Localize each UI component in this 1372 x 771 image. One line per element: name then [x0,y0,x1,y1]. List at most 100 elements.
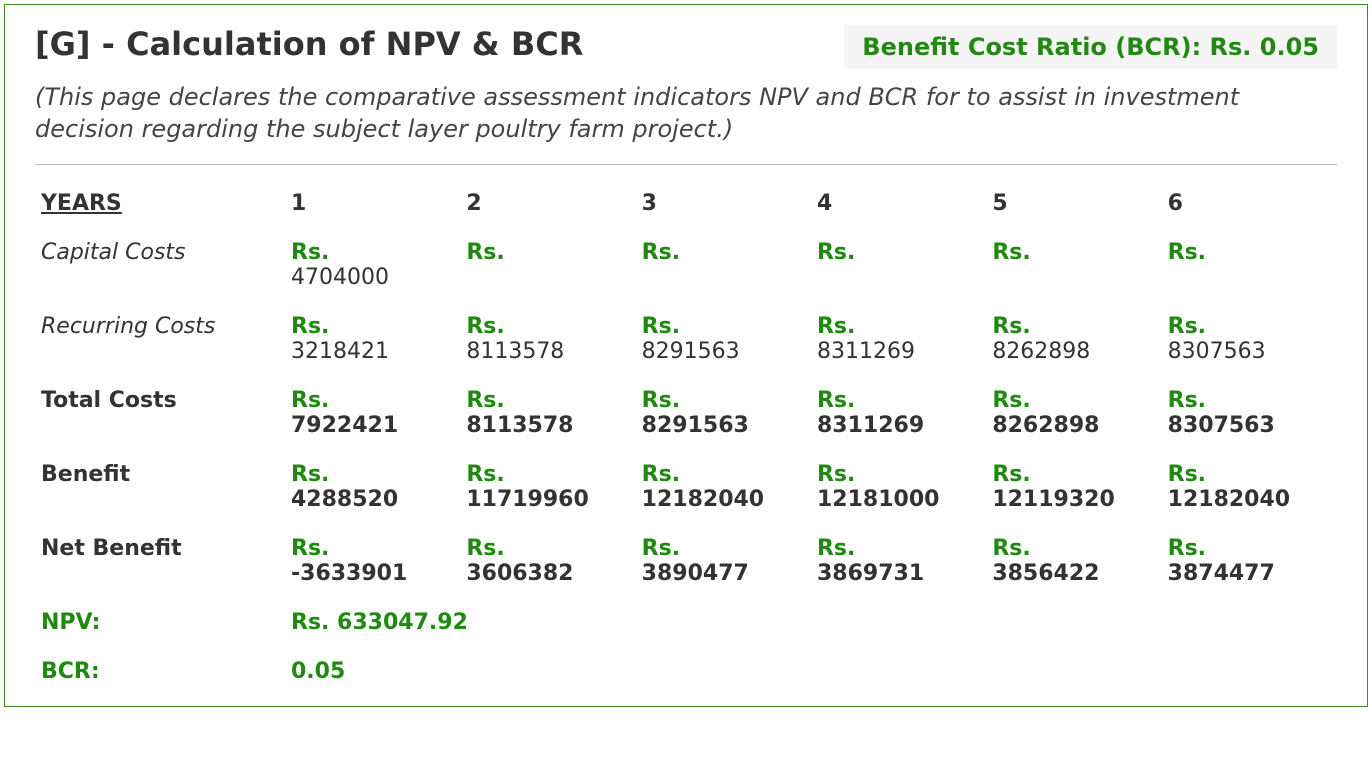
year-column-header: 4 [811,179,986,228]
cell-value: -3633901 [291,561,454,586]
currency-prefix: Rs. [992,388,1155,413]
data-cell: Rs.12182040 [636,450,811,524]
data-cell: Rs.8113578 [460,376,635,450]
row-label-benefit: Benefit [35,450,285,524]
table-row: Net BenefitRs.-3633901Rs.3606382Rs.38904… [35,524,1337,598]
row-label-net_benefit: Net Benefit [35,524,285,598]
currency-prefix: Rs. [291,240,454,265]
cell-value: 8262898 [992,339,1155,364]
data-cell: Rs.8307563 [1162,376,1337,450]
data-cell: Rs.8291563 [636,302,811,376]
data-cell: Rs.3606382 [460,524,635,598]
currency-prefix: Rs. [992,536,1155,561]
cell-value: 8291563 [642,339,805,364]
separator [35,164,1337,165]
currency-prefix: Rs. [1168,388,1331,413]
year-column-header: 3 [636,179,811,228]
currency-prefix: Rs. [291,388,454,413]
year-column-header: 2 [460,179,635,228]
data-cell: Rs.8262898 [986,376,1161,450]
data-cell: Rs.12182040 [1162,450,1337,524]
summary-row-bcr: BCR:0.05 [35,647,1337,696]
data-cell: Rs.8311269 [811,302,986,376]
currency-prefix: Rs. [1168,462,1331,487]
currency-prefix: Rs. [992,462,1155,487]
summary-row-npv: NPV:Rs. 633047.92 [35,598,1337,647]
npv-bcr-panel: [G] - Calculation of NPV & BCR Benefit C… [4,4,1368,707]
cell-value: 12182040 [642,487,805,512]
npv-label: NPV: [35,598,285,647]
data-cell: Rs.4704000 [285,228,460,302]
table-row: Recurring CostsRs.3218421Rs.8113578Rs.82… [35,302,1337,376]
data-cell: Rs.7922421 [285,376,460,450]
data-cell: Rs.8291563 [636,376,811,450]
npv-value: Rs. 633047.92 [285,598,1337,647]
cell-value: 8311269 [817,339,980,364]
row-label-capital_costs: Capital Costs [35,228,285,302]
currency-prefix: Rs. [291,536,454,561]
data-cell: Rs.-3633901 [285,524,460,598]
data-cell: Rs. [986,228,1161,302]
currency-prefix: Rs. [642,536,805,561]
bcr-label: BCR: [35,647,285,696]
cell-value: 8307563 [1168,413,1331,438]
cell-value: 3218421 [291,339,454,364]
data-cell: Rs. [636,228,811,302]
data-cell: Rs.3218421 [285,302,460,376]
cell-value: 3890477 [642,561,805,586]
currency-prefix: Rs. [817,240,980,265]
data-cell: Rs. [1162,228,1337,302]
year-column-header: 1 [285,179,460,228]
data-cell: Rs. [811,228,986,302]
row-label-recurring_costs: Recurring Costs [35,302,285,376]
cell-value: 8262898 [992,413,1155,438]
table-row: Capital CostsRs.4704000Rs.Rs.Rs.Rs.Rs. [35,228,1337,302]
cell-value: 3874477 [1168,561,1331,586]
currency-prefix: Rs. [1168,314,1331,339]
currency-prefix: Rs. [817,314,980,339]
currency-prefix: Rs. [466,536,629,561]
currency-prefix: Rs. [1168,240,1331,265]
cell-value: 4704000 [291,265,454,290]
cell-value: 8311269 [817,413,980,438]
table-row: BenefitRs.4288520Rs.11719960Rs.12182040R… [35,450,1337,524]
currency-prefix: Rs. [642,314,805,339]
data-cell: Rs.11719960 [460,450,635,524]
data-cell: Rs.4288520 [285,450,460,524]
cell-value: 3856422 [992,561,1155,586]
cell-value: 3869731 [817,561,980,586]
data-cell: Rs. [460,228,635,302]
table-row: Total CostsRs.7922421Rs.8113578Rs.829156… [35,376,1337,450]
currency-prefix: Rs. [642,240,805,265]
data-cell: Rs.12181000 [811,450,986,524]
table-body: Capital CostsRs.4704000Rs.Rs.Rs.Rs.Rs.Re… [35,228,1337,696]
data-cell: Rs.12119320 [986,450,1161,524]
cell-value: 8113578 [466,413,629,438]
data-cell: Rs.8307563 [1162,302,1337,376]
data-cell: Rs.8262898 [986,302,1161,376]
data-cell: Rs.3890477 [636,524,811,598]
year-column-header: 5 [986,179,1161,228]
cell-value: 3606382 [466,561,629,586]
data-cell: Rs.3869731 [811,524,986,598]
currency-prefix: Rs. [817,388,980,413]
currency-prefix: Rs. [817,462,980,487]
data-cell: Rs.8311269 [811,376,986,450]
currency-prefix: Rs. [466,314,629,339]
bcr-value: 0.05 [285,647,1337,696]
cell-value: 8291563 [642,413,805,438]
table-header-row: YEARS 123456 [35,179,1337,228]
currency-prefix: Rs. [291,314,454,339]
cell-value: 11719960 [466,487,629,512]
row-label-total_costs: Total Costs [35,376,285,450]
currency-prefix: Rs. [817,536,980,561]
bcr-badge: Benefit Cost Ratio (BCR): Rs. 0.05 [844,25,1337,69]
year-column-header: 6 [1162,179,1337,228]
page-title: [G] - Calculation of NPV & BCR [35,25,583,63]
currency-prefix: Rs. [466,240,629,265]
npv-bcr-table: YEARS 123456 Capital CostsRs.4704000Rs.R… [35,179,1337,696]
cell-value: 12119320 [992,487,1155,512]
currency-prefix: Rs. [992,314,1155,339]
data-cell: Rs.3874477 [1162,524,1337,598]
currency-prefix: Rs. [642,388,805,413]
